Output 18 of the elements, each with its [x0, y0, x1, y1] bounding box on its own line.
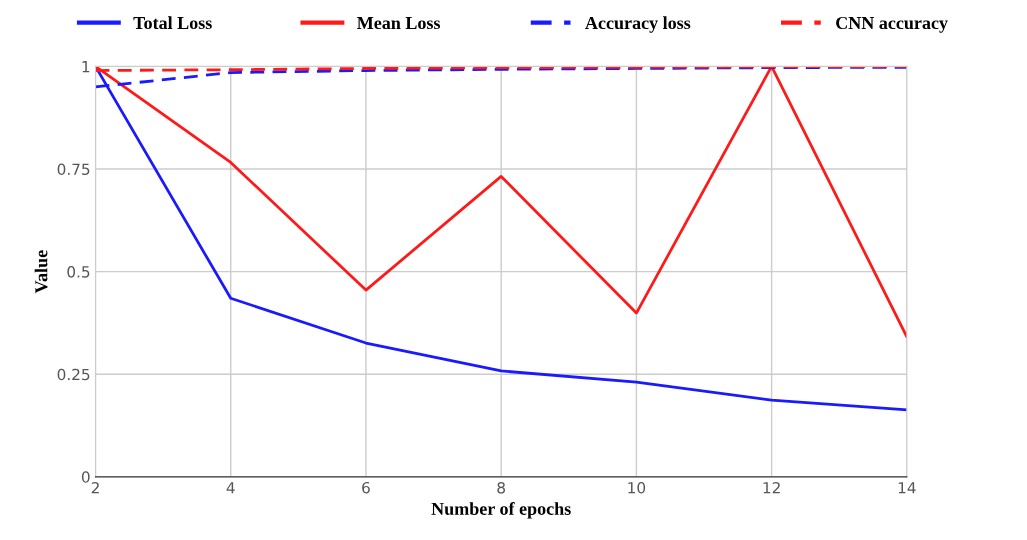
x-tick-label: 6: [362, 481, 370, 494]
y-axis-title: Value: [34, 250, 48, 294]
y-tick-label: 0.25: [57, 368, 90, 381]
y-tick-label: 0.5: [67, 266, 90, 278]
y-tick-label: 0.75: [57, 163, 90, 176]
x-tick-label: 12: [763, 481, 780, 494]
legend-label: Accuracy loss: [585, 16, 691, 33]
x-tick-label: 2: [91, 481, 99, 494]
legend-label: Total Loss: [133, 16, 212, 30]
x-axis-title: Number of epochs: [431, 502, 571, 519]
x-tick-label: 4: [226, 482, 235, 494]
x-tick-label: 8: [497, 481, 505, 494]
y-tick-label: 1: [82, 61, 90, 73]
legend-label: CNN accuracy: [836, 16, 948, 33]
y-tick-label: 0: [81, 471, 90, 483]
legend-label: Mean Loss: [357, 17, 441, 30]
x-tick-label: 14: [898, 482, 916, 494]
x-tick-label: 10: [628, 481, 646, 494]
